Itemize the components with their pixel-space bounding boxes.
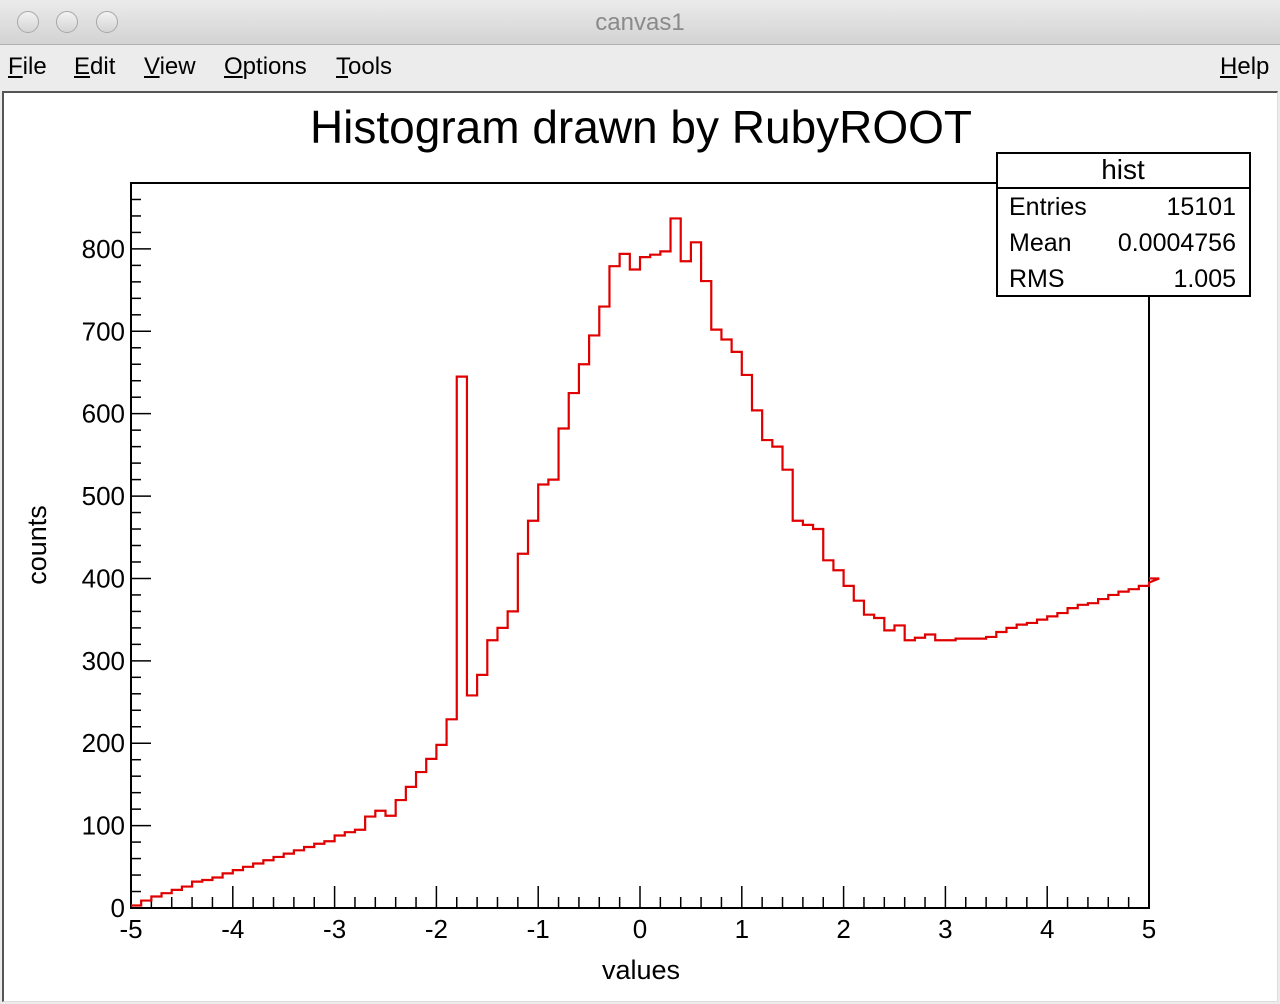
x-tick-label: 3 — [938, 914, 952, 944]
minimize-window-button[interactable] — [56, 11, 78, 33]
menu-help[interactable]: Help — [1220, 53, 1270, 80]
y-tick-label: 700 — [82, 316, 125, 346]
menu-edit[interactable]: Edit — [74, 53, 116, 80]
x-tick-label: 2 — [836, 914, 850, 944]
menu-file[interactable]: File — [8, 53, 47, 80]
x-tick-label: 0 — [633, 914, 647, 944]
y-tick-label: 100 — [82, 811, 125, 841]
menu-options[interactable]: Options — [224, 53, 307, 80]
stats-label-mean: Mean — [1009, 229, 1072, 257]
stats-value-rms: 1.005 — [1173, 265, 1236, 293]
x-tick-label: 1 — [735, 914, 749, 944]
y-tick-label: 600 — [82, 399, 125, 429]
close-window-button[interactable] — [17, 11, 39, 33]
x-axis: -5 -4 -3 -2 -1 0 1 2 3 4 5 — [119, 886, 1156, 944]
x-axis-label: values — [602, 955, 680, 985]
stats-label-entries: Entries — [1009, 193, 1087, 221]
stats-box[interactable]: hist Entries 15101 Mean 0.0004756 RMS 1.… — [996, 152, 1251, 297]
y-tick-label: 400 — [82, 563, 125, 593]
y-tick-label: 800 — [82, 234, 125, 264]
x-tick-label: -1 — [527, 914, 550, 944]
root-canvas[interactable]: Histogram drawn by RubyROOT -5 -4 -3 -2 -1 0 1… — [2, 91, 1278, 1002]
window-title: canvas1 — [595, 9, 685, 36]
y-tick-label: 500 — [82, 481, 125, 511]
x-tick-label: -4 — [221, 914, 244, 944]
stats-value-mean: 0.0004756 — [1118, 229, 1236, 257]
y-axis-label: counts — [22, 505, 52, 585]
histogram-plot[interactable]: Histogram drawn by RubyROOT -5 -4 -3 -2 -1 0 1… — [4, 93, 1276, 1000]
chart-title: Histogram drawn by RubyROOT — [310, 101, 972, 153]
histogram-line — [131, 217, 1160, 907]
title-bar: canvas1 — [0, 0, 1280, 45]
y-axis: 0 100 200 300 400 500 600 700 800 — [82, 182, 151, 923]
menu-view[interactable]: View — [144, 53, 196, 80]
x-tick-label: -3 — [323, 914, 346, 944]
y-tick-label: 200 — [82, 728, 125, 758]
x-tick-label: -2 — [425, 914, 448, 944]
y-tick-label: 300 — [82, 646, 125, 676]
y-tick-label: 0 — [111, 893, 125, 923]
x-tick-label: 5 — [1142, 914, 1156, 944]
stats-value-entries: 15101 — [1166, 193, 1236, 221]
stats-title: hist — [1101, 154, 1145, 185]
x-tick-label: -5 — [119, 914, 142, 944]
menu-tools[interactable]: Tools — [336, 53, 393, 80]
x-tick-label: 4 — [1040, 914, 1054, 944]
stats-label-rms: RMS — [1009, 265, 1065, 293]
zoom-window-button[interactable] — [96, 11, 118, 33]
menu-bar: File Edit View Options Tools Help — [0, 45, 1280, 91]
